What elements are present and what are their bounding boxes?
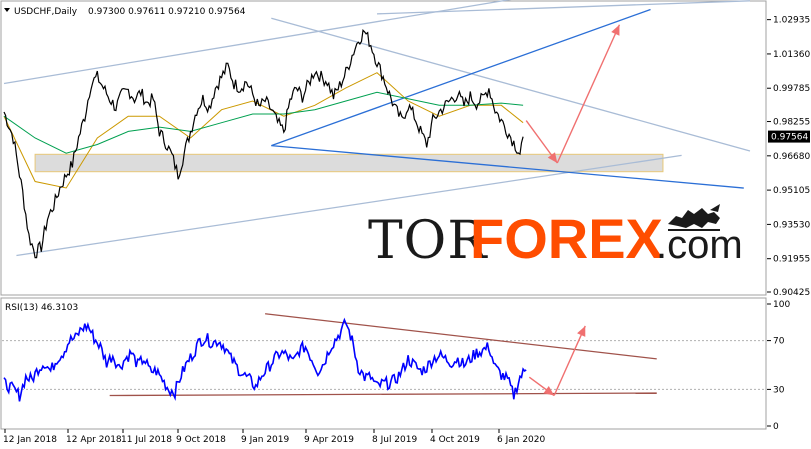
x-tick-label-3: 9 Oct 2018 (176, 435, 226, 445)
x-tick-label-6: 8 Jul 2019 (372, 435, 417, 445)
price-tick-label-1: 1.01360 (773, 50, 810, 60)
price-header: USDCHF,Daily 0.97300 0.97611 0.97210 0.9… (4, 7, 246, 17)
price-tick-label-7: 0.91955 (773, 255, 810, 265)
price-series (3, 29, 524, 259)
price-trendline-4 (271, 144, 744, 189)
rsi-series (3, 317, 527, 402)
price-tick-label-2: 0.99785 (773, 84, 810, 94)
rsi-forecast-arrow-0-head (543, 385, 555, 396)
rsi-header: RSI(13) 46.3103 (5, 303, 78, 313)
collapse-triangle-icon[interactable] (4, 8, 10, 12)
rsi-trendline-1 (109, 392, 657, 397)
price-forecast-arrow-1-head (611, 24, 620, 36)
rsi-forecast-arrow-1-head (577, 325, 586, 337)
price-trendline-2 (271, 17, 751, 152)
x-tick-label-1: 12 Apr 2018 (66, 435, 122, 445)
price-trendline-0 (3, 0, 512, 85)
rsi-layer (2, 313, 765, 402)
rsi-tick-label-3: 0 (773, 422, 779, 432)
support-zone (34, 153, 664, 173)
price-tick-label-4: 0.96680 (773, 152, 810, 162)
price-trendline-5 (271, 8, 651, 147)
price-tick-label-6: 0.93530 (773, 220, 810, 230)
watermark-tor: TOR (368, 211, 488, 271)
symbol-header: USDCHF,Daily (14, 7, 78, 17)
watermark-forex: FOREX (470, 207, 663, 270)
x-tick-label-5: 9 Apr 2019 (304, 435, 354, 445)
price-tick-label-8: 0.90425 (773, 288, 810, 298)
price-tick-label-3: 0.98255 (773, 118, 810, 128)
ohlc-header: 0.97300 0.97611 0.97210 0.97564 (88, 7, 246, 17)
price-forecast-arrow-1 (556, 24, 621, 164)
rsi-tick-label-1: 70 (773, 337, 785, 347)
current-price-box (768, 130, 810, 143)
x-tick-label-0: 12 Jan 2018 (3, 435, 57, 445)
x-tick-label-2: 11 Jul 2018 (121, 435, 172, 445)
rsi-trendline-0 (265, 313, 657, 360)
x-tick-label-7: 4 Oct 2019 (430, 435, 480, 445)
torforex-watermark: TOR FOREX .com (368, 204, 743, 271)
price-tick-label-5: 0.95105 (773, 186, 810, 196)
rsi-tick-label-2: 30 (773, 385, 785, 395)
current-price-label: 0.97564 (771, 133, 808, 143)
rsi-panel-frame (0, 297, 767, 430)
price-layer (3, 0, 751, 259)
x-tick-label-8: 6 Jan 2020 (497, 435, 545, 445)
price-tick-label-0: 1.02935 (773, 16, 810, 26)
bull-bear-logo-icon (668, 204, 720, 231)
rsi-tick-label-0: 100 (773, 300, 790, 310)
rsi-forecast-arrow-1 (553, 325, 586, 396)
price-trendline-3 (376, 0, 751, 15)
price-forecast-arrow-0-head (547, 152, 558, 164)
x-tick-label-4: 9 Jan 2019 (241, 435, 289, 445)
